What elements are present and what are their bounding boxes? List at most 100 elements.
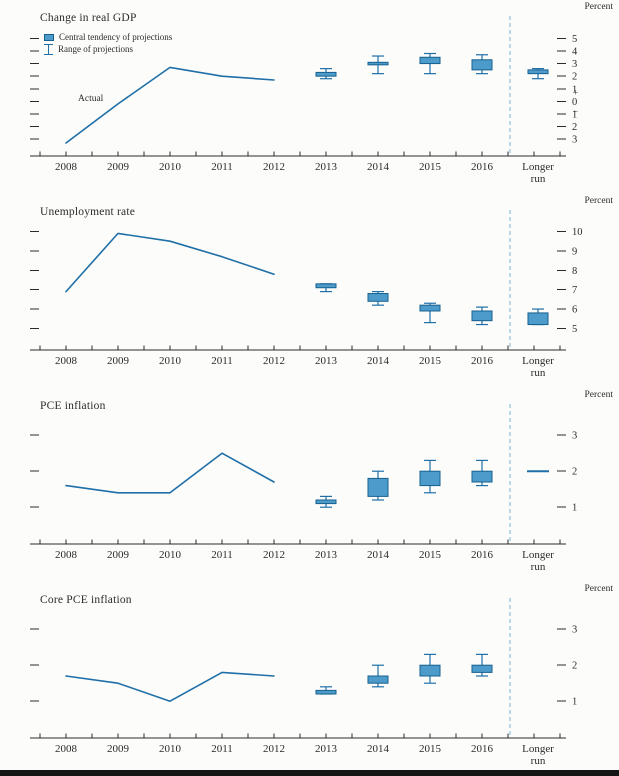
x-category-label: 2008	[55, 355, 78, 367]
x-category-label: 2009	[107, 161, 130, 173]
x-category-label: 2014	[367, 743, 390, 755]
y-tick-label: 5	[572, 34, 577, 45]
x-category-label: 2010	[159, 743, 182, 755]
actual-line	[65, 452, 275, 494]
y-tick-label: 1	[572, 109, 577, 120]
x-category-label: run	[531, 173, 546, 185]
x-category-label: 2009	[107, 549, 130, 561]
range-i-beam-icon	[44, 43, 53, 55]
x-category-label: 2016	[471, 549, 494, 561]
legend-row-central-tendency: Central tendency of projections	[44, 31, 172, 43]
unemployment-chart-canvas: 10 9 8 7 6 5 2008 2009 2010 2011 2012 2013 2014 2015 2…	[30, 210, 583, 379]
x-category-label: run	[531, 755, 546, 767]
central-tendency-box	[315, 689, 337, 695]
x-category-label: 2012	[263, 355, 285, 367]
x-category-label: 2011	[211, 161, 233, 173]
x-category-label: 2013	[315, 355, 338, 367]
zero-minus-sign: −	[573, 106, 578, 116]
legend-row-range: Range of projections	[44, 43, 172, 55]
legend-label: Range of projections	[58, 44, 133, 54]
x-category-label: 2011	[211, 355, 233, 367]
panel-unemployment-rate: 10 9 8 7 6 5 2008 2009 2010 2011 2012 2013 2014 2015 2…	[0, 194, 619, 388]
x-category-label: 2008	[55, 161, 78, 173]
x-category-label: 2011	[211, 743, 233, 755]
x-category-label: 2009	[107, 355, 130, 367]
y-tick-label: 1	[572, 84, 577, 95]
central-tendency-box	[471, 664, 493, 673]
central-tendency-box	[367, 293, 389, 302]
chart-title: Unemployment rate	[40, 206, 136, 218]
x-category-label: 2012	[263, 161, 285, 173]
central-tendency-box	[419, 664, 441, 677]
unit-label: Percent	[584, 390, 614, 400]
x-category-label: 2014	[367, 549, 390, 561]
x-category-label: 2016	[471, 743, 494, 755]
x-category-label: 2015	[419, 743, 442, 755]
panel-pce-inflation: 3 2 1 2008 2009 2010 2011 2012 2013 2014 2015 2016 L…	[0, 388, 619, 582]
x-category-label: run	[531, 561, 546, 573]
x-category-label: Longer	[522, 355, 554, 367]
x-category-label: 2012	[263, 743, 285, 755]
central-tendency-box	[471, 470, 493, 483]
legend: Central tendency of projections Range of…	[44, 31, 172, 55]
y-tick-label: 3	[572, 625, 577, 636]
panel-core-pce-inflation: 3 2 1 2008 2009 2010 2011 2012 2013 2014 2015 2016 L…	[0, 582, 619, 776]
actual-line	[65, 671, 275, 702]
zero-plus-sign: +	[573, 87, 578, 97]
central-tendency-box	[367, 61, 389, 66]
central-tendency-box	[471, 310, 493, 322]
central-tendency-box	[419, 304, 441, 312]
y-tick-label: 3	[572, 59, 577, 70]
x-category-label: 2009	[107, 743, 130, 755]
y-tick-label: 2	[572, 72, 577, 83]
x-category-label: 2013	[315, 743, 338, 755]
central-tendency-box	[419, 470, 441, 487]
y-tick-label: 7	[572, 285, 577, 296]
y-tick-label: 3	[572, 431, 577, 442]
chart-title: Change in real GDP	[40, 12, 137, 24]
x-category-label: 2014	[367, 355, 390, 367]
x-category-label: 2015	[419, 549, 442, 561]
x-category-label: 2013	[315, 549, 338, 561]
page-bottom-edge	[0, 770, 619, 776]
x-category-label: Longer	[522, 161, 554, 173]
y-tick-label: 1	[572, 697, 577, 708]
central-tendency-box	[367, 477, 389, 497]
x-category-label: 2015	[419, 161, 442, 173]
x-category-label: 2008	[55, 743, 78, 755]
y-tick-label: 2	[572, 122, 577, 133]
central-tendency-box	[471, 59, 493, 71]
y-tick-label: 3	[572, 135, 577, 146]
central-tendency-box	[315, 283, 337, 289]
x-category-label: 2013	[315, 161, 338, 173]
y-tick-label: 4	[572, 46, 578, 57]
central-tendency-box	[527, 312, 549, 326]
x-category-label: 2012	[263, 549, 285, 561]
chart-title: Core PCE inflation	[40, 594, 132, 606]
unit-label: Percent	[584, 2, 614, 12]
x-category-label: 2016	[471, 161, 494, 173]
pce-inflation-chart-canvas: 3 2 1 2008 2009 2010 2011 2012 2013 2014 2015 2016 L…	[30, 404, 577, 573]
central-tendency-box	[315, 499, 337, 505]
x-category-label: 2011	[211, 549, 233, 561]
y-tick-label: 6	[572, 305, 577, 316]
actual-series-label: Actual	[78, 94, 104, 104]
y-tick-label: 2	[572, 661, 577, 672]
x-category-label: 2014	[367, 161, 390, 173]
unit-label: Percent	[584, 196, 614, 206]
legend-label: Central tendency of projections	[59, 32, 173, 42]
unit-label: Percent	[584, 584, 614, 594]
actual-line	[65, 66, 275, 144]
y-tick-label: 10	[572, 227, 583, 238]
x-category-label: run	[531, 367, 546, 379]
x-category-label: 2010	[159, 161, 182, 173]
central-tendency-box	[315, 71, 337, 77]
actual-line	[65, 232, 275, 293]
y-tick-label: 2	[572, 467, 577, 478]
y-tick-label: 1	[572, 503, 577, 514]
x-category-label: 2015	[419, 355, 442, 367]
panel-change-in-real-gdp: 5 4 3 2 1 0 1 2 3 + −2008 2009 2010 2011 2012 2013 2014 2…	[0, 0, 619, 194]
y-tick-label: 0	[572, 97, 577, 108]
central-tendency-box	[367, 675, 389, 684]
